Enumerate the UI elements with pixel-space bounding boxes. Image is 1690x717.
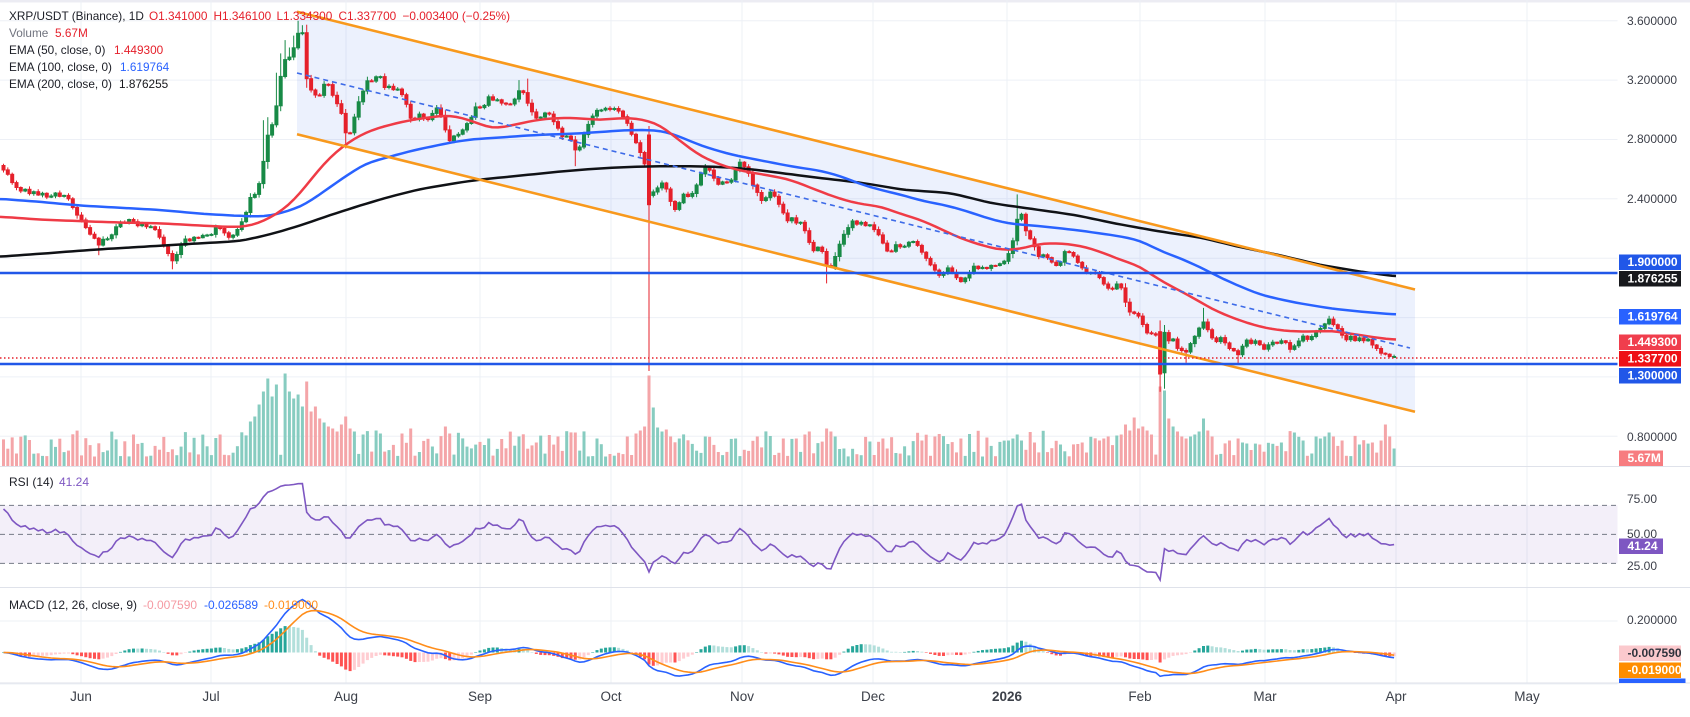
svg-text:Aug: Aug xyxy=(334,689,358,704)
svg-text:RSI (14): RSI (14) xyxy=(9,475,54,489)
svg-text:Sep: Sep xyxy=(468,689,492,704)
svg-text:Mar: Mar xyxy=(1253,689,1277,704)
svg-text:-0.007590: -0.007590 xyxy=(143,598,197,612)
svg-text:1.900000: 1.900000 xyxy=(1628,255,1678,269)
svg-text:1.300000: 1.300000 xyxy=(1628,369,1678,383)
svg-text:EMA (200, close, 0): EMA (200, close, 0) xyxy=(9,77,112,91)
svg-text:75.00: 75.00 xyxy=(1627,492,1657,506)
svg-text:2026: 2026 xyxy=(992,689,1023,704)
svg-text:May: May xyxy=(1514,689,1540,704)
svg-text:41.24: 41.24 xyxy=(1628,539,1658,553)
svg-text:Oct: Oct xyxy=(600,689,621,704)
svg-text:0.800000: 0.800000 xyxy=(1627,430,1677,444)
svg-text:Jun: Jun xyxy=(70,689,92,704)
svg-text:2.800000: 2.800000 xyxy=(1627,132,1677,146)
svg-text:Volume: Volume xyxy=(9,26,49,40)
svg-text:−0.003400 (−0.25%): −0.003400 (−0.25%) xyxy=(403,9,511,23)
svg-text:50.00: 50.00 xyxy=(1627,527,1657,541)
svg-text:Dec: Dec xyxy=(861,689,885,704)
svg-text:1.876255: 1.876255 xyxy=(1628,272,1678,286)
svg-text:O1.341000: O1.341000 xyxy=(149,9,208,23)
svg-text:-0.019000: -0.019000 xyxy=(1628,663,1682,677)
svg-text:1.876255: 1.876255 xyxy=(119,77,169,91)
svg-text:MACD (12, 26, close, 9): MACD (12, 26, close, 9) xyxy=(9,598,137,612)
svg-text:3.200000: 3.200000 xyxy=(1627,73,1677,87)
svg-text:41.24: 41.24 xyxy=(59,475,89,489)
svg-text:Feb: Feb xyxy=(1128,689,1151,704)
svg-text:5.67M: 5.67M xyxy=(55,26,88,40)
svg-text:EMA (50, close, 0): EMA (50, close, 0) xyxy=(9,43,105,57)
svg-text:L1.334300: L1.334300 xyxy=(277,9,333,23)
svg-text:Jul: Jul xyxy=(202,689,219,704)
svg-text:1.449300: 1.449300 xyxy=(1628,335,1678,349)
svg-text:1.449300: 1.449300 xyxy=(114,43,164,57)
svg-text:1.337700: 1.337700 xyxy=(1628,352,1678,366)
svg-text:-0.019000: -0.019000 xyxy=(264,598,318,612)
svg-text:1.619764: 1.619764 xyxy=(120,60,170,74)
svg-text:1.619764: 1.619764 xyxy=(1628,310,1678,324)
svg-text:-0.026589: -0.026589 xyxy=(204,598,258,612)
svg-text:Apr: Apr xyxy=(1385,689,1407,704)
svg-text:EMA (100, close, 0): EMA (100, close, 0) xyxy=(9,60,112,74)
svg-text:XRP/USDT (Binance), 1D: XRP/USDT (Binance), 1D xyxy=(9,9,144,23)
svg-text:C1.337700: C1.337700 xyxy=(339,9,397,23)
svg-text:Nov: Nov xyxy=(730,689,754,704)
svg-text:2.400000: 2.400000 xyxy=(1627,192,1677,206)
svg-text:-0.007590: -0.007590 xyxy=(1628,646,1682,660)
svg-text:H1.346100: H1.346100 xyxy=(214,9,272,23)
svg-text:5.67M: 5.67M xyxy=(1628,451,1661,465)
svg-text:25.00: 25.00 xyxy=(1627,559,1657,573)
svg-text:0.200000: 0.200000 xyxy=(1627,613,1677,627)
svg-text:3.600000: 3.600000 xyxy=(1627,14,1677,28)
